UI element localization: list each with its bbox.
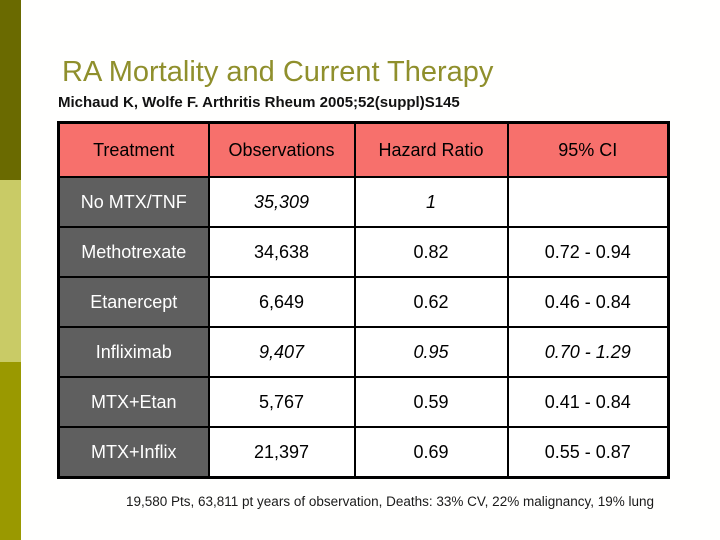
table-row: Infliximab 9,407 0.95 0.70 - 1.29 (57, 326, 670, 378)
hazard-ratio-cell: 0.82 (353, 226, 509, 278)
treatment-cell: Methotrexate (57, 226, 210, 278)
table-row: MTX+Etan 5,767 0.59 0.41 - 0.84 (57, 376, 670, 428)
table-row: Etanercept 6,649 0.62 0.46 - 0.84 (57, 276, 670, 328)
stripe-segment-dark (0, 0, 21, 180)
treatment-cell: MTX+Inflix (57, 426, 210, 479)
observations-cell: 6,649 (207, 276, 356, 328)
ci-cell: 0.55 - 0.87 (506, 426, 670, 479)
ci-cell (506, 176, 670, 228)
hazard-ratio-cell: 1 (353, 176, 509, 228)
col-header-treatment: Treatment (57, 121, 210, 178)
observations-cell: 35,309 (207, 176, 356, 228)
observations-cell: 5,767 (207, 376, 356, 428)
hazard-ratio-cell: 0.59 (353, 376, 509, 428)
ci-cell: 0.41 - 0.84 (506, 376, 670, 428)
ci-cell: 0.46 - 0.84 (506, 276, 670, 328)
stripe-segment-light (0, 180, 21, 362)
stripe-segment-olive (0, 362, 21, 540)
table-row: No MTX/TNF 35,309 1 (57, 176, 670, 228)
results-table: Treatment Observations Hazard Ratio 95% … (57, 121, 670, 479)
ci-cell: 0.72 - 0.94 (506, 226, 670, 278)
table-row: Methotrexate 34,638 0.82 0.72 - 0.94 (57, 226, 670, 278)
table-row: MTX+Inflix 21,397 0.69 0.55 - 0.87 (57, 426, 670, 479)
treatment-cell: Infliximab (57, 326, 210, 378)
treatment-cell: No MTX/TNF (57, 176, 210, 228)
treatment-cell: MTX+Etan (57, 376, 210, 428)
citation-subtitle: Michaud K, Wolfe F. Arthritis Rheum 2005… (58, 94, 460, 111)
footnote: 19,580 Pts, 63,811 pt years of observati… (125, 494, 655, 509)
hazard-ratio-cell: 0.95 (353, 326, 509, 378)
col-header-observations: Observations (207, 121, 356, 178)
col-header-95ci: 95% CI (506, 121, 670, 178)
left-accent-stripe (0, 0, 21, 540)
observations-cell: 34,638 (207, 226, 356, 278)
hazard-ratio-cell: 0.69 (353, 426, 509, 479)
observations-cell: 9,407 (207, 326, 356, 378)
hazard-ratio-cell: 0.62 (353, 276, 509, 328)
treatment-cell: Etanercept (57, 276, 210, 328)
observations-cell: 21,397 (207, 426, 356, 479)
ci-cell: 0.70 - 1.29 (506, 326, 670, 378)
col-header-hazard-ratio: Hazard Ratio (353, 121, 509, 178)
page-title: RA Mortality and Current Therapy (62, 56, 494, 88)
table-header-row: Treatment Observations Hazard Ratio 95% … (57, 121, 670, 178)
